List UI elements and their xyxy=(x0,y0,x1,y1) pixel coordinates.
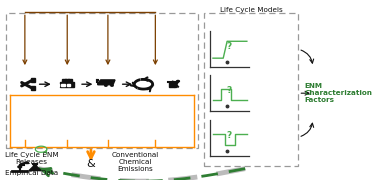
Bar xyxy=(60,82,74,87)
Bar xyxy=(169,82,176,87)
Text: ?: ? xyxy=(226,131,232,140)
Bar xyxy=(61,84,65,86)
Bar xyxy=(56,84,59,86)
Text: ENM
Characterization
Factors: ENM Characterization Factors xyxy=(304,83,372,103)
Text: ?: ? xyxy=(226,42,232,51)
Polygon shape xyxy=(98,80,115,85)
Polygon shape xyxy=(29,164,41,171)
Bar xyxy=(67,84,70,86)
Text: &: & xyxy=(87,159,95,169)
Circle shape xyxy=(111,85,113,86)
Text: ?: ? xyxy=(226,86,232,95)
Text: Empirical Data: Empirical Data xyxy=(5,171,58,176)
Text: Life Cycle ENM
Releases: Life Cycle ENM Releases xyxy=(5,152,59,165)
Circle shape xyxy=(18,166,22,168)
Bar xyxy=(25,162,28,163)
Bar xyxy=(68,79,72,82)
Circle shape xyxy=(177,80,180,82)
Text: Conventional
Chemical
Emissions: Conventional Chemical Emissions xyxy=(112,152,159,172)
Text: Life Cycle Models: Life Cycle Models xyxy=(220,7,282,13)
Circle shape xyxy=(105,85,107,86)
Bar xyxy=(62,79,67,82)
Bar xyxy=(65,79,69,82)
